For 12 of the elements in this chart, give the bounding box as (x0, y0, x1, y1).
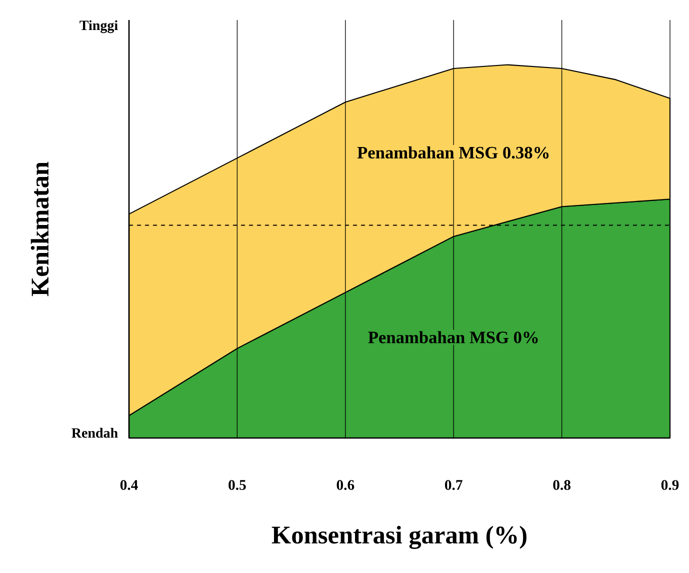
x-axis-title: Konsentrasi garam (%) (272, 526, 526, 549)
y-axis-title: Kenikmatan (30, 162, 49, 296)
x-tick-label: 0.5 (228, 480, 246, 490)
x-tick-label: 0.4 (120, 480, 138, 490)
x-tick-label: 0.6 (336, 480, 354, 490)
x-tick-label: 0.9 (661, 480, 679, 490)
series-label: Penambahan MSG 0% (368, 331, 538, 344)
series-label: Penambahan MSG 0.38% (357, 146, 549, 159)
x-tick-label: 0.8 (553, 480, 570, 490)
x-tick-label: 0.7 (445, 480, 462, 490)
text: Tinggi (80, 20, 118, 34)
text: Rendah (72, 428, 118, 438)
